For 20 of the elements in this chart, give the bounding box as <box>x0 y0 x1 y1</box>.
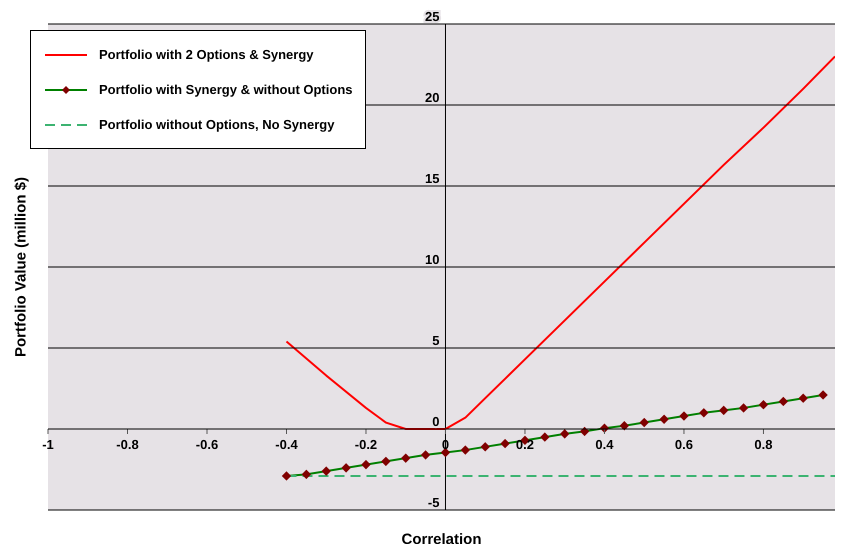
y-tick-label: 5 <box>432 333 440 348</box>
x-tick-label: 0.8 <box>754 437 772 452</box>
y-tick-label: 0 <box>432 414 440 429</box>
x-tick-label: -0.2 <box>354 437 378 452</box>
x-tick-label: -0.4 <box>275 437 298 452</box>
y-tick-label: 25 <box>425 9 440 24</box>
legend-label: Portfolio with 2 Options & Synergy <box>99 47 314 62</box>
y-tick-label: 15 <box>425 171 440 186</box>
y-tick-label: -5 <box>428 495 440 510</box>
x-tick-label: -0.8 <box>116 437 139 452</box>
legend-label: Portfolio with Synergy & without Options <box>99 82 352 97</box>
x-tick-label: -1 <box>42 437 54 452</box>
legend-label: Portfolio without Options, No Synergy <box>99 117 334 132</box>
x-tick-label: 0.4 <box>595 437 614 452</box>
y-tick-label: 10 <box>425 252 440 267</box>
y-tick-label: 20 <box>425 90 440 105</box>
x-tick-label: 0.6 <box>674 437 693 452</box>
x-tick-label: -0.6 <box>196 437 218 452</box>
x-axis-title: Correlation <box>401 531 482 548</box>
y-axis-title: Portfolio Value (million $) <box>12 176 30 357</box>
